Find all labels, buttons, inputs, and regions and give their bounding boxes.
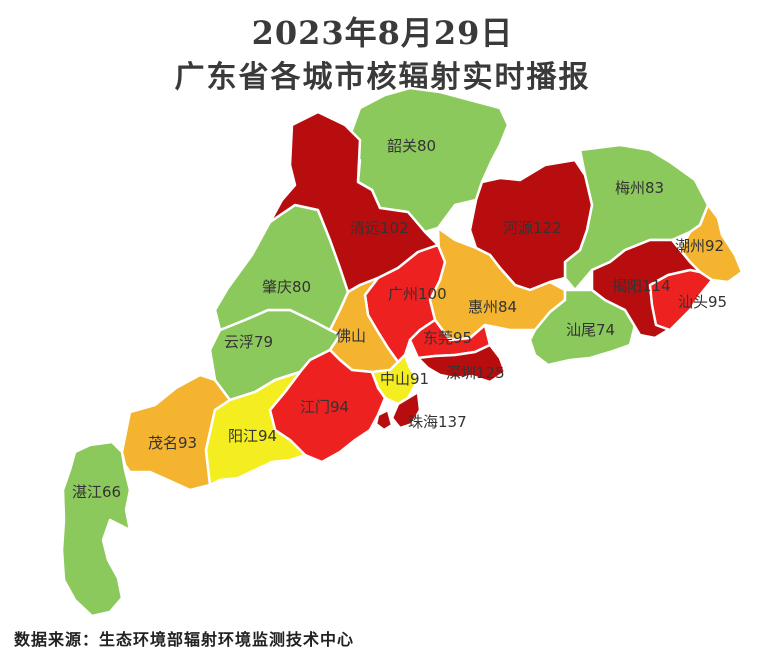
- label-zhaoqing: 肇庆80: [262, 278, 311, 296]
- label-foshan: 佛山: [336, 327, 366, 345]
- region-zhuhai[interactable]: [374, 390, 422, 432]
- label-zhongshan: 中山91: [380, 370, 429, 388]
- label-shenzhen: 深圳125: [446, 364, 505, 382]
- label-jiangmen: 江门94: [300, 398, 349, 416]
- region-shantou[interactable]: [648, 268, 714, 332]
- label-maoming: 茂名93: [148, 434, 197, 452]
- label-huizhou: 惠州84: [468, 298, 517, 316]
- label-zhuhai: 珠海137: [408, 413, 467, 431]
- label-chaozhou: 潮州92: [675, 237, 724, 255]
- label-jieyang: 揭阳114: [612, 277, 671, 295]
- label-yangjiang: 阳江94: [228, 427, 277, 445]
- label-dongguan: 东莞95: [423, 329, 472, 347]
- label-shantou: 汕头95: [678, 293, 727, 311]
- data-source: 数据来源：生态环境部辐射环境监测技术中心: [14, 630, 355, 649]
- label-guangzhou: 广州100: [388, 285, 447, 303]
- label-zhanjiang: 湛江66: [72, 483, 121, 501]
- region-yangjiang[interactable]: [204, 370, 307, 487]
- label-qingyuan: 清远102: [350, 219, 409, 237]
- label-shanwei: 汕尾74: [566, 321, 615, 339]
- label-yunfu: 云浮79: [224, 333, 273, 351]
- title-date: 2023年8月29日: [251, 14, 514, 52]
- region-qingyuan[interactable]: [268, 110, 440, 294]
- label-shaoguan: 韶关80: [387, 137, 436, 155]
- region-shenzhen[interactable]: [416, 343, 507, 384]
- label-meizhou: 梅州83: [615, 179, 664, 197]
- region-zhanjiang[interactable]: [60, 440, 132, 618]
- label-heyuan: 河源122: [503, 219, 562, 237]
- title-main: 广东省各城市核辐射实时播报: [174, 60, 591, 95]
